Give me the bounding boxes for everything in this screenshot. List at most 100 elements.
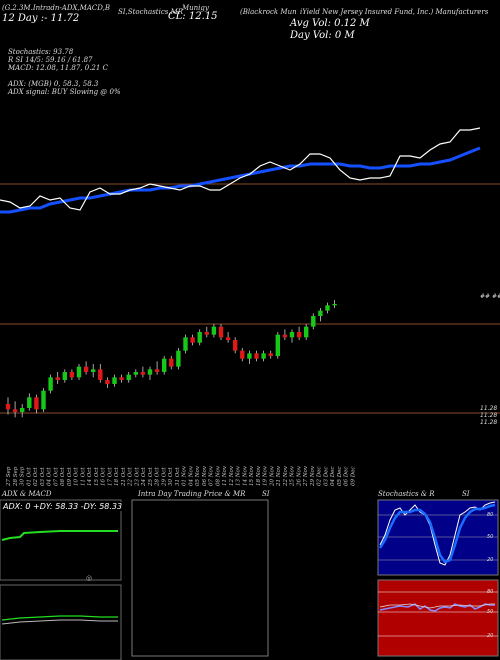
date-tick-label: 19 Nov xyxy=(263,465,269,486)
date-tick-label: 21 Oct xyxy=(121,467,127,487)
candle-body xyxy=(105,380,110,384)
date-tick-label: 20 Nov xyxy=(269,465,275,487)
date-tick-label: 16 Oct xyxy=(101,467,107,486)
candle-body xyxy=(41,390,46,410)
date-tick-label: 04 Nov xyxy=(188,465,194,486)
price-tick-low2: 11.28 xyxy=(480,412,498,419)
candle-body xyxy=(254,353,259,359)
candle-body xyxy=(268,353,273,356)
candle-body xyxy=(282,334,288,338)
date-tick-label: 18 Oct xyxy=(114,467,120,486)
date-tick-label: 01 Oct xyxy=(26,467,32,486)
candle-body xyxy=(197,332,202,343)
header-close-price: CL: 12.15 xyxy=(168,11,218,22)
date-tick-label: 30 Sep xyxy=(20,466,26,486)
date-tick-label: 11 Oct xyxy=(80,467,86,486)
candle-body xyxy=(55,377,60,380)
header-company-full: iYield New Jersey Insured Fund, Inc.) Ma… xyxy=(300,8,489,16)
date-tick-label: 29 Nov xyxy=(310,465,316,487)
candle-body xyxy=(34,397,39,410)
date-tick-label: 07 Nov xyxy=(209,465,215,486)
date-tick-label: 06 Nov xyxy=(202,465,208,486)
candle-body xyxy=(261,353,266,359)
main-price-chart: 27 Sep 28 Sep 30 Sep 01 Oct 02 Oct 03 Oct 04 O… xyxy=(0,127,500,487)
candle-body xyxy=(204,332,209,335)
date-tick-label: 23 Oct xyxy=(134,467,140,487)
stoch-k-line xyxy=(379,501,496,566)
stochastics-readout: Stochastics: 93.78 xyxy=(8,48,74,56)
candle-body xyxy=(190,337,195,343)
date-tick-label: 25 Nov xyxy=(290,465,296,487)
date-tick-label: 08 Oct xyxy=(60,467,66,486)
date-tick-label: 11 Nov xyxy=(222,465,228,486)
date-tick-label: 28 Sep xyxy=(13,466,19,487)
date-tick-label: 31 Oct xyxy=(175,467,181,486)
macd-panel-frame xyxy=(0,584,122,660)
header-center-left: SI,Stochastics,MR xyxy=(118,8,184,16)
candle-body xyxy=(332,304,337,306)
adx-signal-readout: ADX signal: BUY Slowing @ 0% xyxy=(8,88,121,96)
stoch-level-80: 80 xyxy=(487,512,494,518)
candle-body xyxy=(27,397,32,408)
stoch-d-line xyxy=(378,503,496,564)
candle-body xyxy=(218,326,224,338)
date-tick-label: 10 Oct xyxy=(74,467,80,486)
date-tick-label: 03 Dec xyxy=(323,467,329,487)
candle-body xyxy=(91,369,96,372)
adx-dy-line xyxy=(1,530,118,541)
candle-body xyxy=(5,404,11,410)
close-price-line xyxy=(0,127,481,211)
header-day-vol: Day Vol: 0 M xyxy=(290,30,355,41)
candle-body xyxy=(176,350,181,367)
date-tick-label: 05 Dec xyxy=(337,467,343,487)
macd-readout: MACD: 12.08, 11.87, 0.21 C xyxy=(8,64,108,72)
rsi-level-50: 50 xyxy=(487,609,494,615)
date-tick-label: 27 Sep xyxy=(6,466,12,487)
candle-body xyxy=(126,374,131,380)
date-tick-label: 05 Nov xyxy=(195,465,201,486)
date-tick-label: 14 Oct xyxy=(87,467,93,486)
candle-body xyxy=(183,337,188,351)
candle-body xyxy=(296,332,302,338)
stoch-panel-title-si: SI xyxy=(462,490,470,498)
candle-body xyxy=(69,372,75,378)
macd-line-2 xyxy=(1,619,118,625)
date-tick-label: 24 Oct xyxy=(141,467,147,487)
stoch-panel-frame xyxy=(377,499,499,576)
candle-body xyxy=(133,372,138,375)
price-tick-low3: 11.28 xyxy=(480,419,498,426)
candle-body xyxy=(98,369,103,380)
date-tick-label: 30 Oct xyxy=(168,467,174,486)
rsi-panel-frame xyxy=(377,579,499,657)
date-tick-label: 04 Oct xyxy=(47,467,53,486)
moving-average-line xyxy=(0,146,481,214)
date-tick-label: 02 Oct xyxy=(33,467,39,486)
adx-panel-frame xyxy=(0,499,122,581)
rsi-line xyxy=(379,603,495,612)
stoch-level-50: 50 xyxy=(487,534,494,540)
date-tick-label: 04 Dec xyxy=(330,467,336,487)
candle-body xyxy=(62,372,67,380)
candle-body xyxy=(119,377,124,380)
date-tick-label: 22 Oct xyxy=(128,467,134,487)
candle-body xyxy=(162,358,167,372)
candle-body xyxy=(83,366,89,372)
candle-body xyxy=(311,316,316,327)
candle-body xyxy=(275,334,280,356)
candle-body xyxy=(20,408,25,412)
candle-body xyxy=(304,326,309,338)
intraday-panel-frame xyxy=(131,499,269,657)
candle-body xyxy=(233,340,238,351)
rsi-level-20: 20 xyxy=(487,633,494,639)
candle-body xyxy=(140,372,146,375)
date-tick-label: 09 Dec xyxy=(350,467,356,487)
candle-body xyxy=(154,369,160,372)
header-company-short: (Blackrock Mun xyxy=(240,8,297,16)
rsi-readout: R SI 14/5: 59.16 / 61.87 xyxy=(8,56,93,64)
candle-body xyxy=(225,337,231,340)
date-tick-label: 28 Oct xyxy=(155,467,161,487)
candle-body xyxy=(318,310,323,316)
candle-body xyxy=(325,305,330,311)
rsi-signal-line xyxy=(379,603,495,609)
date-tick-label: 06 Dec xyxy=(344,467,350,487)
